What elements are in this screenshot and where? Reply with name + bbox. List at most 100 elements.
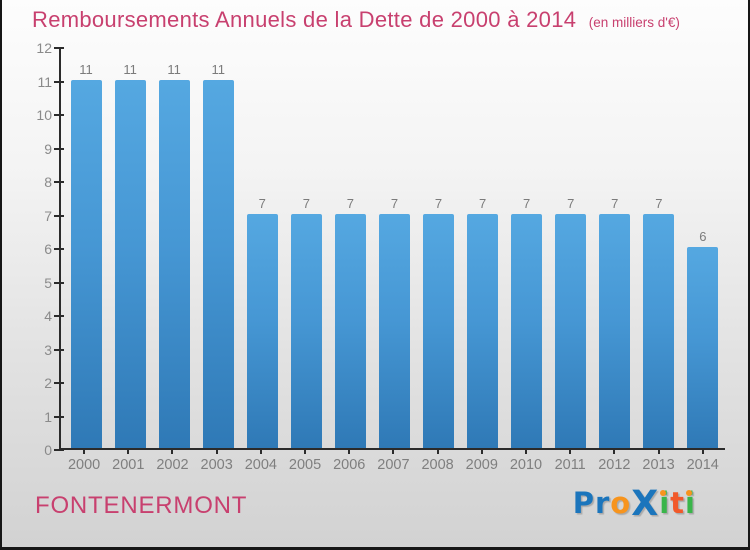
y-tick-label: 1 xyxy=(44,408,52,425)
bar-value-label: 7 xyxy=(567,195,575,211)
x-tick-mark xyxy=(259,450,262,454)
bar xyxy=(158,79,190,448)
bar-column: 7 xyxy=(290,48,322,448)
bar-value-label: 7 xyxy=(434,195,443,211)
bar-value-label: 7 xyxy=(523,195,531,211)
bar-column: 7 xyxy=(246,48,278,448)
x-axis-label: 2004 xyxy=(244,457,277,473)
x-axis-cell: 2012 xyxy=(598,450,630,473)
bar-value-label: 7 xyxy=(611,195,619,211)
y-tick-label: 11 xyxy=(37,73,52,90)
x-tick-mark xyxy=(569,450,572,454)
y-tick-mark xyxy=(54,449,64,451)
bar-column: 7 xyxy=(643,48,675,448)
x-axis-cell: 2011 xyxy=(555,450,586,473)
x-axis-label: 2005 xyxy=(288,457,322,473)
bar xyxy=(290,213,322,448)
x-axis-cell: 2007 xyxy=(377,450,410,473)
x-axis-label: 2002 xyxy=(156,457,189,473)
x-tick-mark xyxy=(524,450,527,454)
x-tick-mark xyxy=(701,450,704,454)
x-axis-cell: 2013 xyxy=(642,450,675,473)
bar xyxy=(643,213,675,448)
bar-column: 7 xyxy=(378,48,410,448)
bar xyxy=(511,213,543,448)
bar-column: 7 xyxy=(599,48,631,448)
bar-column: 7 xyxy=(334,48,366,448)
x-axis-cell: 2010 xyxy=(510,450,542,473)
x-tick-mark xyxy=(83,450,86,454)
y-tick-label: 9 xyxy=(44,140,52,157)
bar xyxy=(687,247,719,448)
bar-column: 11 xyxy=(70,48,102,448)
bar xyxy=(202,79,234,448)
x-tick-mark xyxy=(480,450,483,454)
plot-area: 11 11 11 11 7 7 7 7 7 7 7 7 7 7 6 xyxy=(59,48,725,450)
bar-value-label: 7 xyxy=(346,195,355,211)
logo-letter: r xyxy=(594,486,611,520)
bar xyxy=(467,213,499,448)
x-axis-label: 2014 xyxy=(686,457,719,473)
x-axis-label: 2006 xyxy=(333,457,366,473)
x-tick-mark xyxy=(392,450,395,454)
bar-column: 6 xyxy=(687,48,719,448)
proxiti-logo: ProXiti xyxy=(573,484,696,524)
commune-name: FONTENERMONT xyxy=(35,492,248,519)
bar-value-label: 11 xyxy=(167,61,181,77)
x-axis-label: 2007 xyxy=(377,457,410,473)
logo-letter: t xyxy=(670,486,686,520)
logo-letter: i xyxy=(685,486,696,520)
y-tick-label: 8 xyxy=(44,174,52,190)
x-tick-mark xyxy=(215,450,218,454)
x-axis-label: 2001 xyxy=(112,457,145,473)
logo-letter: i xyxy=(659,486,671,520)
x-tick-mark xyxy=(436,450,439,454)
x-axis-cell: 2005 xyxy=(288,450,322,473)
x-axis-cell: 2000 xyxy=(68,450,100,473)
bar xyxy=(246,213,278,448)
x-axis-label: 2013 xyxy=(642,457,675,473)
x-axis-cell: 2001 xyxy=(112,450,145,473)
bar xyxy=(599,213,631,448)
bar-column: 11 xyxy=(158,48,190,448)
bar-column: 7 xyxy=(511,48,543,448)
x-axis-cell: 2006 xyxy=(333,450,366,473)
bar-column: 7 xyxy=(555,48,587,448)
bar xyxy=(423,213,455,448)
x-axis-label: 2009 xyxy=(465,457,498,473)
bar-column: 11 xyxy=(202,48,234,448)
bar-value-label: 7 xyxy=(655,195,663,211)
y-tick-label: 12 xyxy=(36,40,52,56)
x-axis-label: 2011 xyxy=(554,457,586,473)
y-tick-label: 6 xyxy=(44,241,52,257)
y-tick-label: 10 xyxy=(36,107,52,123)
x-tick-mark xyxy=(171,450,174,454)
y-tick-label: 3 xyxy=(44,341,52,358)
bar-value-label: 7 xyxy=(390,195,399,211)
x-axis-label: 2008 xyxy=(421,457,454,473)
bar-value-label: 11 xyxy=(211,61,225,77)
bar-value-label: 7 xyxy=(302,195,310,211)
x-tick-mark xyxy=(613,450,616,454)
x-tick-mark xyxy=(348,450,351,454)
bar-value-label: 7 xyxy=(478,195,487,211)
bar-column: 7 xyxy=(467,48,499,448)
bar-value-label: 6 xyxy=(699,229,707,244)
bar xyxy=(114,79,146,448)
x-axis-cell: 2008 xyxy=(421,450,454,473)
x-axis-cell: 2009 xyxy=(465,450,498,473)
bar xyxy=(378,213,410,448)
x-axis-cell: 2014 xyxy=(686,450,719,473)
y-tick-label: 4 xyxy=(44,308,52,324)
x-tick-mark xyxy=(127,450,130,454)
bar xyxy=(555,213,587,448)
y-tick-label: 7 xyxy=(44,207,52,224)
bars-container: 11 11 11 11 7 7 7 7 7 7 7 7 7 7 6 xyxy=(61,48,725,448)
logo-letter: X xyxy=(631,484,660,524)
x-axis-cell: 2003 xyxy=(201,450,233,473)
bar-value-label: 7 xyxy=(258,195,266,211)
bar-value-label: 11 xyxy=(79,61,93,77)
logo-letter: o xyxy=(610,486,632,520)
bar xyxy=(334,213,366,448)
y-tick-label: 2 xyxy=(44,375,52,391)
